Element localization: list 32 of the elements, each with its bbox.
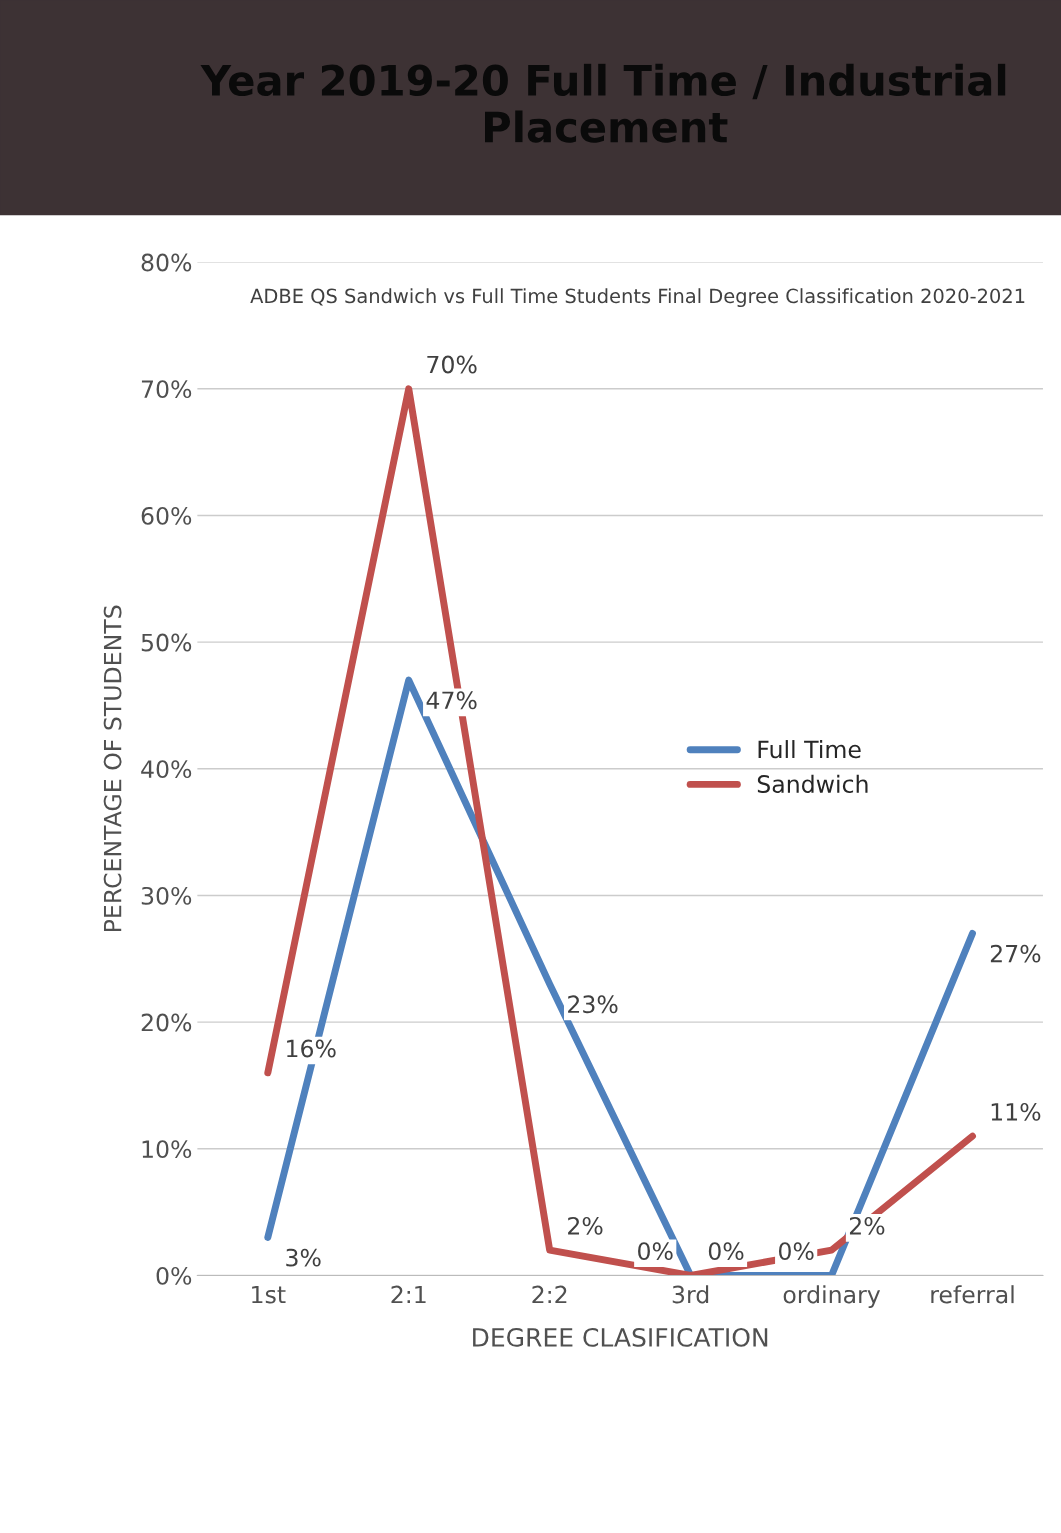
y-tick-label: 70% xyxy=(141,380,192,399)
data-label: 3% xyxy=(286,1248,321,1267)
y-tick-label: 40% xyxy=(141,760,192,779)
data-label: 16% xyxy=(287,1039,336,1058)
x-tick-label: 2:1 xyxy=(391,1285,426,1304)
x-tick-label: 3rd xyxy=(672,1285,709,1304)
data-label: 2% xyxy=(568,1216,603,1235)
y-axis-title: PERCENTAGE OF STUDENTS xyxy=(103,605,122,931)
data-label: 27% xyxy=(990,944,1041,963)
data-label: 23% xyxy=(568,995,618,1014)
y-tick-label: 80% xyxy=(141,253,192,272)
data-label: 0% xyxy=(638,1242,673,1261)
x-tick-label: ordinary xyxy=(783,1285,881,1309)
y-tick-label: 60% xyxy=(141,506,192,525)
x-tick-label: 2:2 xyxy=(532,1285,567,1304)
data-label: 0% xyxy=(708,1242,744,1261)
data-label: 2% xyxy=(849,1216,885,1235)
y-tick-label: 0% xyxy=(156,1266,192,1285)
x-tick-label: 1st xyxy=(252,1285,286,1304)
x-axis-title: DEGREE CLASIFICATION xyxy=(473,1327,768,1347)
y-tick-label: 30% xyxy=(141,886,192,905)
data-label: 0% xyxy=(778,1242,814,1261)
data-label: 70% xyxy=(427,355,477,374)
legend-label: Full Time xyxy=(758,740,861,759)
y-tick-label: 20% xyxy=(141,1013,192,1032)
x-tick-label: referral xyxy=(931,1285,1014,1304)
y-tick-label: 50% xyxy=(141,633,192,652)
data-label: 11% xyxy=(991,1102,1041,1121)
y-tick-label: 10% xyxy=(142,1140,192,1159)
legend-label: Sandwich xyxy=(757,774,868,793)
data-label: 47% xyxy=(426,691,477,710)
text: ADBE QS Sandwich vs Full Time Students Final Degree Classification 2020-2021 xyxy=(250,288,1025,308)
